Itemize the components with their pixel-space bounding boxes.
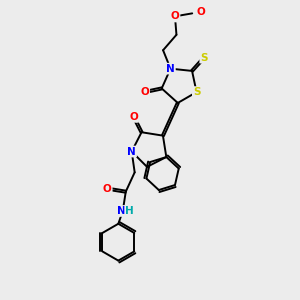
Text: O: O	[140, 87, 149, 97]
Text: N: N	[117, 206, 126, 216]
Text: O: O	[103, 184, 112, 194]
Text: N: N	[166, 64, 175, 74]
Text: N: N	[127, 146, 136, 157]
Text: O: O	[129, 112, 138, 122]
Text: H: H	[125, 206, 134, 216]
Text: O: O	[171, 11, 179, 21]
Text: S: S	[200, 53, 208, 63]
Text: S: S	[193, 87, 200, 97]
Text: O: O	[197, 7, 206, 17]
Text: O: O	[171, 11, 179, 21]
